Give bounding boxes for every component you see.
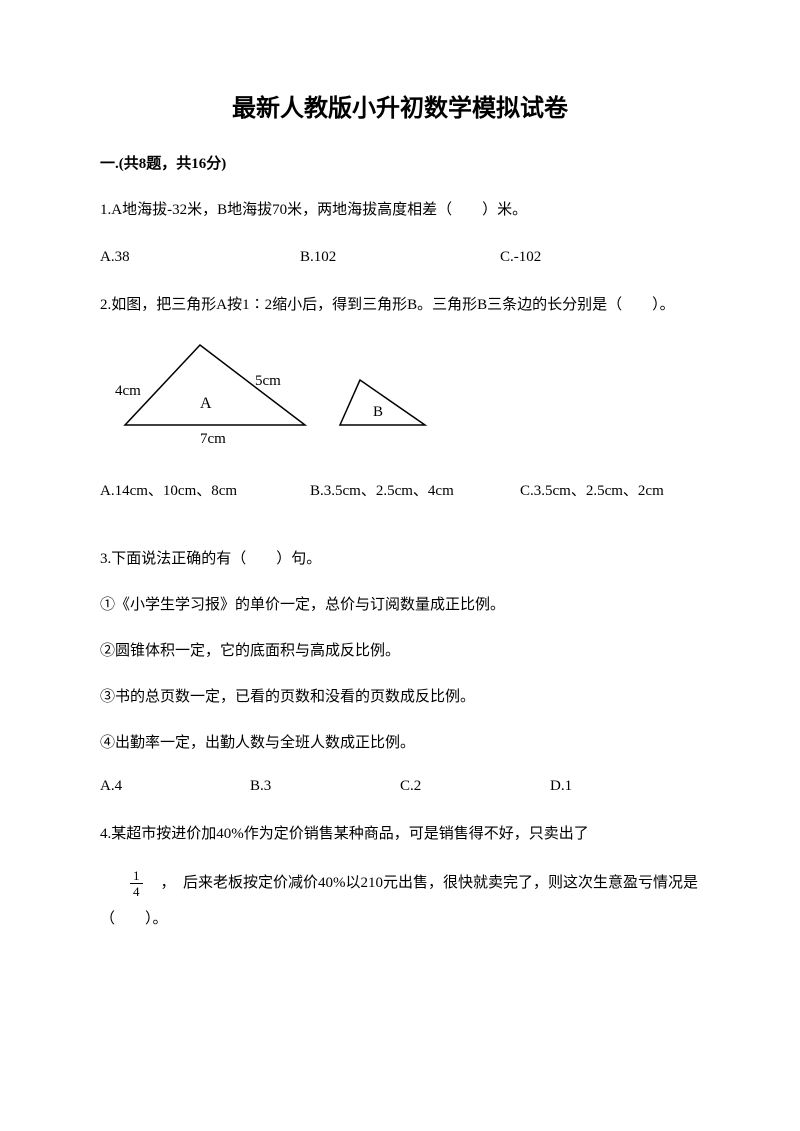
q3-statement-1: ①《小学生学习报》的单价一定，总价与订阅数量成正比例。 (100, 590, 700, 620)
question-3: 3.下面说法正确的有（ ）句。 (100, 543, 700, 576)
q2-option-b: B.3.5cm、2.5cm、4cm (310, 479, 520, 503)
fraction-one-quarter: 1 4 (130, 869, 143, 898)
side-bottom-label: 7cm (200, 431, 226, 447)
triangle-a-label: A (200, 395, 212, 412)
question-3-options: A.4 B.3 C.2 D.1 (100, 774, 700, 798)
q3-statement-4: ④出勤率一定，出勤人数与全班人数成正比例。 (100, 728, 700, 758)
question-2: 2.如图，把三角形A按1∶2缩小后，得到三角形B。三角形B三条边的长分别是（ ）… (100, 289, 700, 322)
side-left-label: 4cm (115, 383, 141, 399)
q2-option-a: A.14cm、10cm、8cm (100, 479, 310, 503)
q1-option-c: C.-102 (500, 245, 700, 269)
q1-option-a: A.38 (100, 245, 300, 269)
q3-option-c: C.2 (400, 774, 550, 798)
fraction-denominator: 4 (130, 884, 143, 898)
question-1-options: A.38 B.102 C.-102 (100, 245, 700, 269)
triangle-diagram: 4cm 5cm 7cm A B (115, 340, 700, 459)
question-1: 1.A地海拔-32米，B地海拔70米，两地海拔高度相差（ ）米。 (100, 194, 700, 227)
question-2-options: A.14cm、10cm、8cm B.3.5cm、2.5cm、4cm C.3.5c… (100, 479, 700, 503)
q4-continuation-text: ， 后来老板按定价减价40%以210元出售，很快就卖完了，则这次生意盈亏情况是（… (100, 875, 698, 927)
page-title: 最新人教版小升初数学模拟试卷 (100, 90, 700, 128)
q3-option-a: A.4 (100, 774, 250, 798)
triangle-svg: 4cm 5cm 7cm A B (115, 340, 455, 450)
fraction-numerator: 1 (130, 869, 143, 884)
question-4: 4.某超市按进价加40%作为定价销售某种商品，可是销售得不好，只卖出了 (100, 818, 700, 851)
section-header: 一.(共8题，共16分) (100, 152, 700, 176)
q3-option-d: D.1 (550, 774, 700, 798)
q3-option-b: B.3 (250, 774, 400, 798)
q3-statement-3: ③书的总页数一定，已看的页数和没看的页数成反比例。 (100, 682, 700, 712)
q2-option-c: C.3.5cm、2.5cm、2cm (520, 479, 664, 503)
question-4-continuation: 1 4 ， 后来老板按定价减价40%以210元出售，很快就卖完了，则这次生意盈亏… (100, 865, 700, 937)
side-right-label: 5cm (255, 373, 281, 389)
q3-statement-2: ②圆锥体积一定，它的底面积与高成反比例。 (100, 636, 700, 666)
q1-option-b: B.102 (300, 245, 500, 269)
triangle-b-label: B (373, 404, 383, 420)
